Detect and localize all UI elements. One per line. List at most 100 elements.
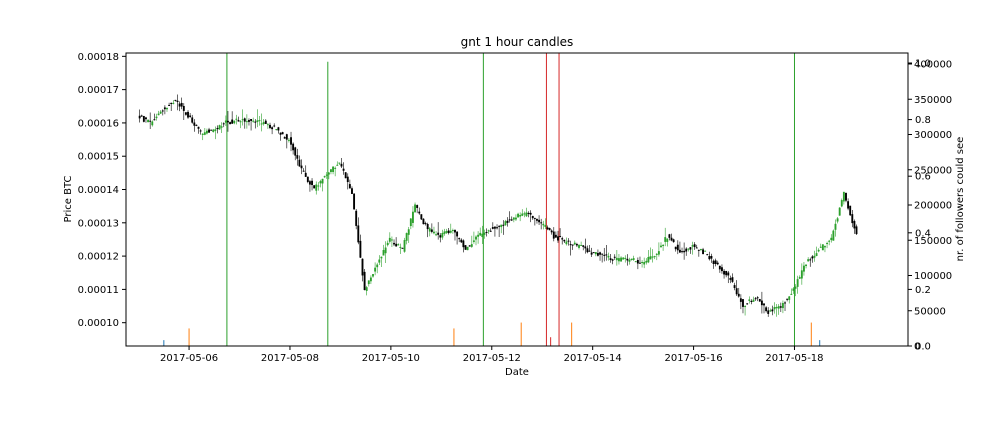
candle-body-274 <box>714 260 717 264</box>
candle-body-87 <box>321 178 324 184</box>
candle-body-234 <box>630 258 633 260</box>
candle-body-193 <box>544 225 547 227</box>
right-y-axis-label: nr. of followers could see <box>955 137 966 262</box>
candle-body-88 <box>323 176 326 178</box>
candle-body-132 <box>416 205 419 208</box>
chart-title: gnt 1 hour candles <box>461 35 574 49</box>
x-axis-label: Date <box>505 367 529 378</box>
candle-body-288 <box>744 306 747 308</box>
candle-body-287 <box>742 299 744 307</box>
candle-body-151 <box>456 231 459 237</box>
candle-body-130 <box>411 211 414 223</box>
candle-body-138 <box>428 228 431 232</box>
candle-body-315 <box>800 270 803 279</box>
y-tick-label-4: 0.00014 <box>78 185 119 196</box>
candle-body-251 <box>666 238 669 242</box>
candle-body-303 <box>775 306 778 309</box>
candle-body-2 <box>142 116 145 122</box>
candle-body-281 <box>729 278 732 280</box>
candle-body-140 <box>433 231 435 234</box>
candle-body-257 <box>678 249 681 253</box>
candle-body-1 <box>140 115 143 117</box>
candle-body-309 <box>788 296 791 300</box>
candle-body-91 <box>330 169 332 173</box>
x-tick-label-1: 2017-05-08 <box>261 353 319 364</box>
candle-body-256 <box>676 244 679 251</box>
candle-body-31 <box>203 132 206 135</box>
candle-body-222 <box>605 254 608 256</box>
candle-body-129 <box>409 218 412 227</box>
candle-body-35 <box>212 129 215 133</box>
candle-body-173 <box>502 224 505 226</box>
candle-body-46 <box>235 118 238 120</box>
candle-body-65 <box>275 129 278 131</box>
candle-body-71 <box>287 139 290 141</box>
candle-body-39 <box>220 126 223 128</box>
candle-body-0 <box>138 115 141 119</box>
candle-body-131 <box>414 204 416 213</box>
candle-body-252 <box>668 234 671 238</box>
candle-body-164 <box>483 232 486 235</box>
candle-body-205 <box>569 244 572 246</box>
candle-body-305 <box>779 306 782 308</box>
candle-body-263 <box>691 245 694 247</box>
candle-body-43 <box>229 122 232 125</box>
x-tick-label-2: 2017-05-10 <box>362 353 420 364</box>
candle-body-25 <box>191 117 194 123</box>
candle-body-99 <box>346 176 349 183</box>
candle-body-76 <box>298 159 301 167</box>
candle-body-13 <box>166 107 168 110</box>
y-tick-label-3: 0.00013 <box>78 218 119 229</box>
candle-body-182 <box>521 213 524 216</box>
candle-body-163 <box>481 233 484 238</box>
candle-body-38 <box>218 125 221 130</box>
candle-body-267 <box>699 248 702 250</box>
candle-body-236 <box>634 261 637 263</box>
candle-body-258 <box>681 251 683 253</box>
candle-body-21 <box>182 105 185 111</box>
candle-body-264 <box>693 244 696 248</box>
candle-body-155 <box>464 245 467 250</box>
candle-body-322 <box>815 253 818 256</box>
candle-body-79 <box>304 172 307 177</box>
candle-body-128 <box>407 229 410 235</box>
candle-body-47 <box>237 120 240 122</box>
candle-body-102 <box>353 193 356 210</box>
candle-body-218 <box>596 252 599 256</box>
candle-body-285 <box>737 293 740 297</box>
candle-body-114 <box>378 259 381 263</box>
candle-body-248 <box>660 245 662 248</box>
candle-body-224 <box>609 258 612 260</box>
candle-body-227 <box>615 257 618 261</box>
candle-body-116 <box>382 250 385 256</box>
follower-bars <box>163 53 821 346</box>
candle-body-280 <box>727 272 730 276</box>
candle-body-89 <box>325 174 328 176</box>
candle-body-250 <box>664 237 667 242</box>
candle-body-197 <box>552 231 555 239</box>
candle-body-244 <box>651 256 654 258</box>
candle-body-66 <box>277 127 280 131</box>
candle-body-194 <box>546 227 549 230</box>
candle-body-260 <box>685 248 688 252</box>
candle-body-41 <box>224 120 227 123</box>
candle-body-326 <box>824 246 826 248</box>
candle-body-320 <box>811 256 814 259</box>
candle-body-272 <box>710 255 713 259</box>
candle-body-122 <box>395 243 398 247</box>
candle-body-221 <box>603 254 606 256</box>
candle-body-115 <box>380 256 383 259</box>
candle-body-3 <box>145 117 147 120</box>
candle-body-49 <box>241 119 244 121</box>
followers-tick-label-6: 300000 <box>914 130 952 141</box>
candle-body-10 <box>159 111 162 114</box>
candle-body-268 <box>702 249 704 255</box>
candle-body-231 <box>624 257 627 259</box>
candle-body-295 <box>758 298 761 302</box>
candle-body-9 <box>157 113 160 116</box>
candle-body-279 <box>725 270 728 276</box>
candle-body-94 <box>336 164 339 166</box>
x-tick-label-5: 2017-05-16 <box>665 353 723 364</box>
candle-body-37 <box>216 127 219 130</box>
candle-body-228 <box>618 258 620 262</box>
